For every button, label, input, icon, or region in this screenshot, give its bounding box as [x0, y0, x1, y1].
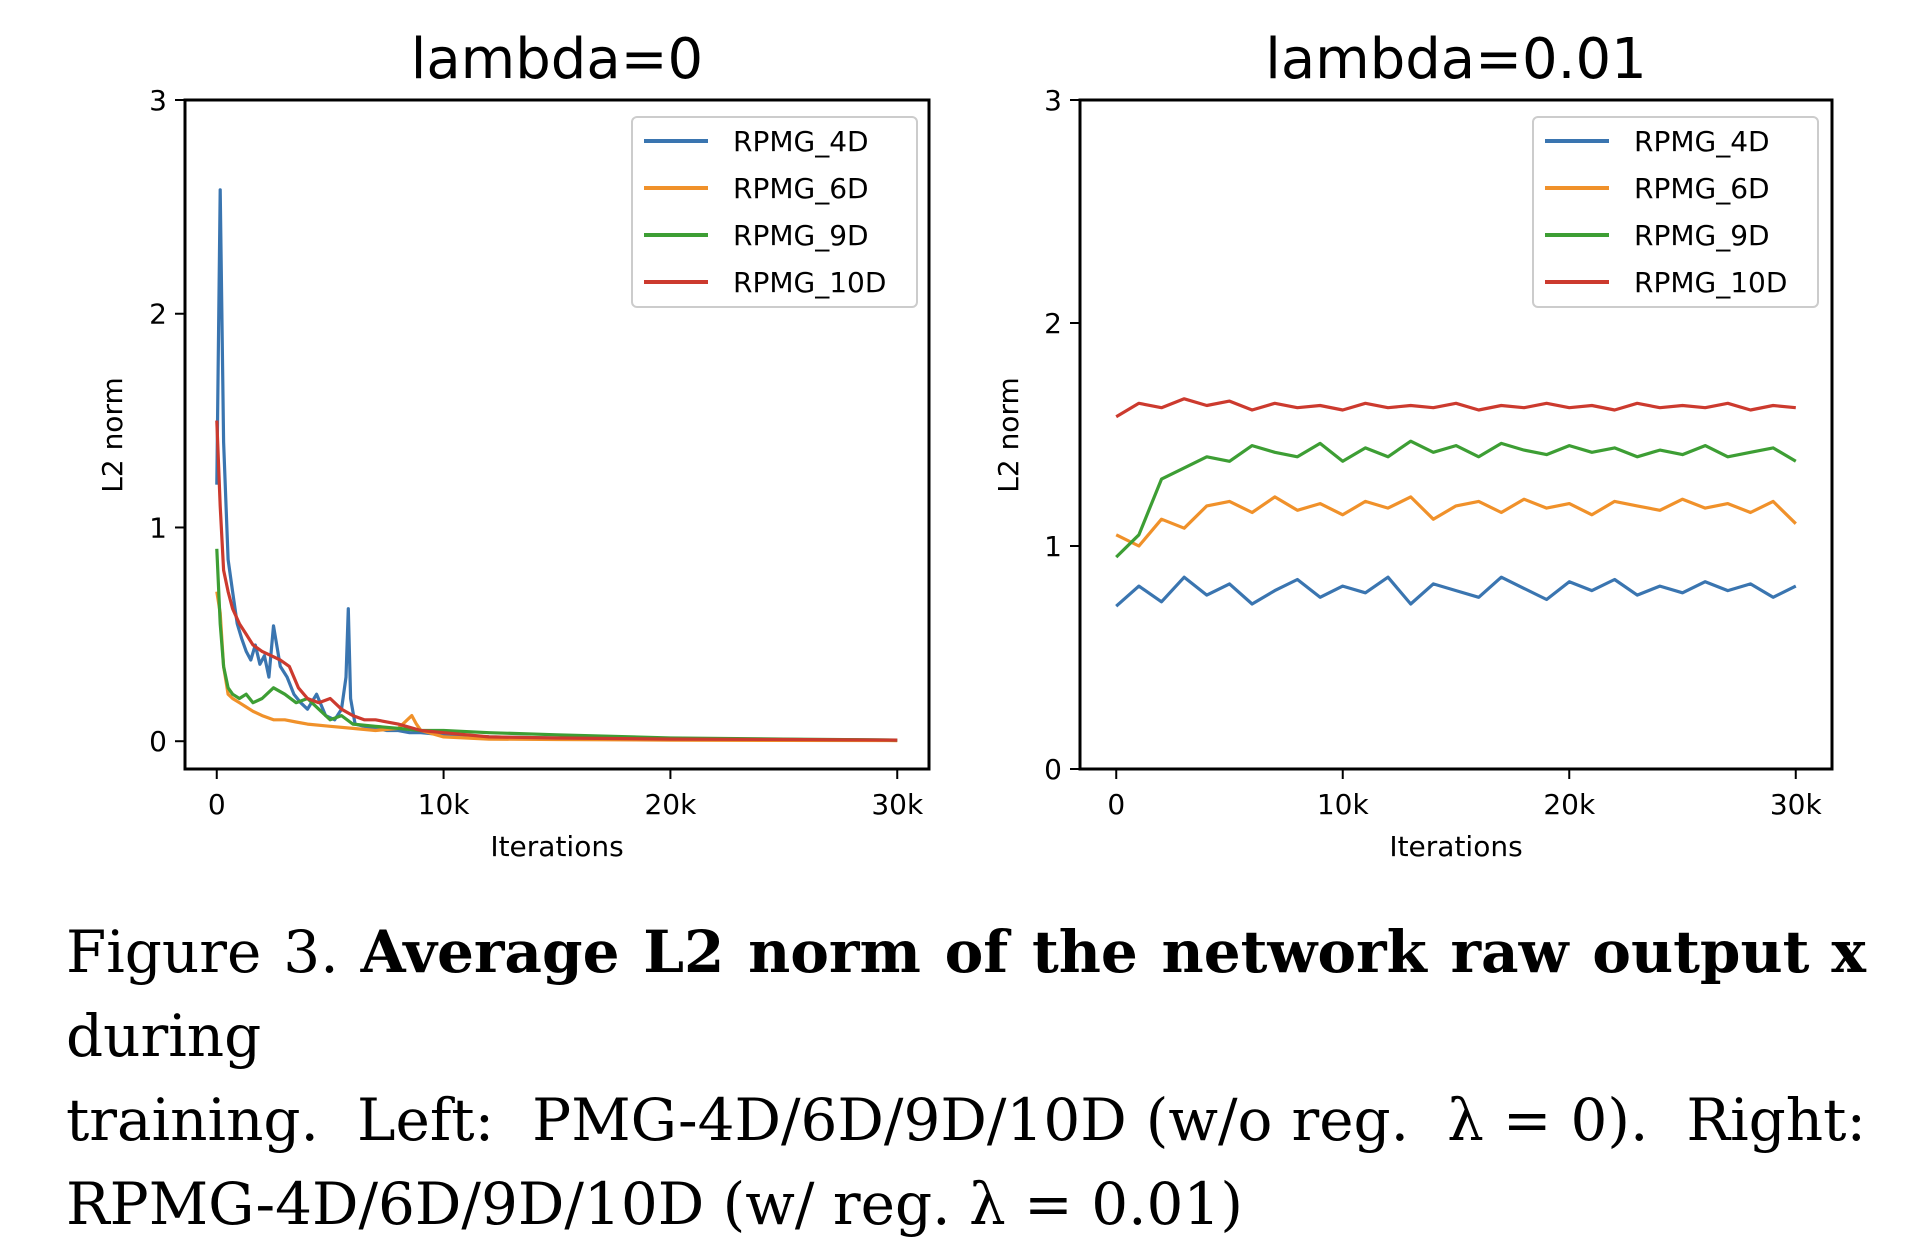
- plot-frame: [1078, 98, 1834, 771]
- caption-line-3: RPMG-4D/6D/9D/10D (w/ reg. λ = 0.01): [66, 1170, 1243, 1238]
- legend-label: RPMG_9D: [733, 219, 869, 252]
- plot-frame: [183, 98, 931, 771]
- x-tick-label: 30k: [871, 788, 924, 821]
- legend-label: RPMG_10D: [733, 266, 886, 299]
- x-axis-label: Iterations: [490, 830, 623, 863]
- legend-box: [1532, 116, 1819, 308]
- y-tick-label: 0: [149, 725, 167, 758]
- series-line-rpmg-4d: [215, 188, 898, 742]
- legend-box: [631, 116, 918, 308]
- legend: RPMG_4D RPMG_6D RPMG_9D RPMG_10D: [631, 116, 918, 308]
- caption-line-2: training. Left: PMG-4D/6D/9D/10D (w/o re…: [66, 1086, 1866, 1154]
- plot-area: [1115, 397, 1797, 608]
- figure-caption: Figure 3. Average L2 norm of the network…: [66, 910, 1866, 1246]
- chart-title: lambda=0.01: [1265, 27, 1646, 92]
- caption-label: Figure 3.: [66, 918, 339, 986]
- series-line-rpmg-10d: [1115, 397, 1796, 419]
- legend-label: RPMG_4D: [1634, 125, 1770, 158]
- axes: 0 10k 20k 30k 0 1 2 3: [149, 84, 924, 821]
- x-axis-label: Iterations: [1389, 830, 1522, 863]
- x-tick-label: 20k: [1543, 788, 1596, 821]
- axes: 0 10k 20k 30k 0 1 2 3: [1044, 84, 1822, 821]
- y-tick-label: 2: [1044, 307, 1062, 340]
- chart-right: lambda=0.01 0 10k 20k 30k 0 1 2 3 Iterations L2…: [992, 27, 1834, 863]
- chart-title: lambda=0: [411, 27, 703, 92]
- x-tick-label: 10k: [1317, 788, 1370, 821]
- x-tick-label: 0: [208, 788, 226, 821]
- plot-area: [215, 188, 898, 743]
- series-line-rpmg-4d: [1115, 575, 1797, 608]
- x-tick-label: 30k: [1770, 788, 1823, 821]
- y-tick-label: 1: [1044, 530, 1062, 563]
- x-tick-label: 10k: [418, 788, 471, 821]
- legend-label: RPMG_6D: [1634, 172, 1770, 205]
- series-line-rpmg-6d: [215, 591, 898, 743]
- y-tick-label: 3: [149, 84, 167, 117]
- chart-left: lambda=0 0 10k 20k 30k 0 1 2 3 Iterations L2 no…: [96, 27, 931, 863]
- y-tick-label: 3: [1044, 84, 1062, 117]
- legend: RPMG_4D RPMG_6D RPMG_9D RPMG_10D: [1532, 116, 1819, 308]
- caption-symbol: x: [1831, 918, 1867, 986]
- y-tick-label: 0: [1044, 753, 1062, 786]
- legend-label: RPMG_4D: [733, 125, 869, 158]
- x-tick-label: 0: [1107, 788, 1125, 821]
- caption-line-1: Figure 3. Average L2 norm of the network…: [66, 910, 1866, 1078]
- legend-label: RPMG_9D: [1634, 219, 1770, 252]
- series-line-rpmg-6d: [1115, 495, 1797, 548]
- y-tick-label: 1: [149, 511, 167, 544]
- series-line-rpmg-9d: [1115, 439, 1797, 559]
- x-tick-label: 20k: [644, 788, 697, 821]
- y-axis-label: L2 norm: [992, 377, 1025, 493]
- legend-label: RPMG_10D: [1634, 266, 1787, 299]
- caption-line-1-end: during: [66, 1002, 262, 1070]
- series-line-rpmg-10d: [215, 420, 898, 742]
- y-tick-label: 2: [149, 298, 167, 331]
- y-axis-label: L2 norm: [96, 377, 129, 493]
- legend-label: RPMG_6D: [733, 172, 869, 205]
- caption-bold-title: Average L2 norm of the network raw outpu…: [360, 918, 1810, 986]
- series-line-rpmg-9d: [215, 548, 898, 742]
